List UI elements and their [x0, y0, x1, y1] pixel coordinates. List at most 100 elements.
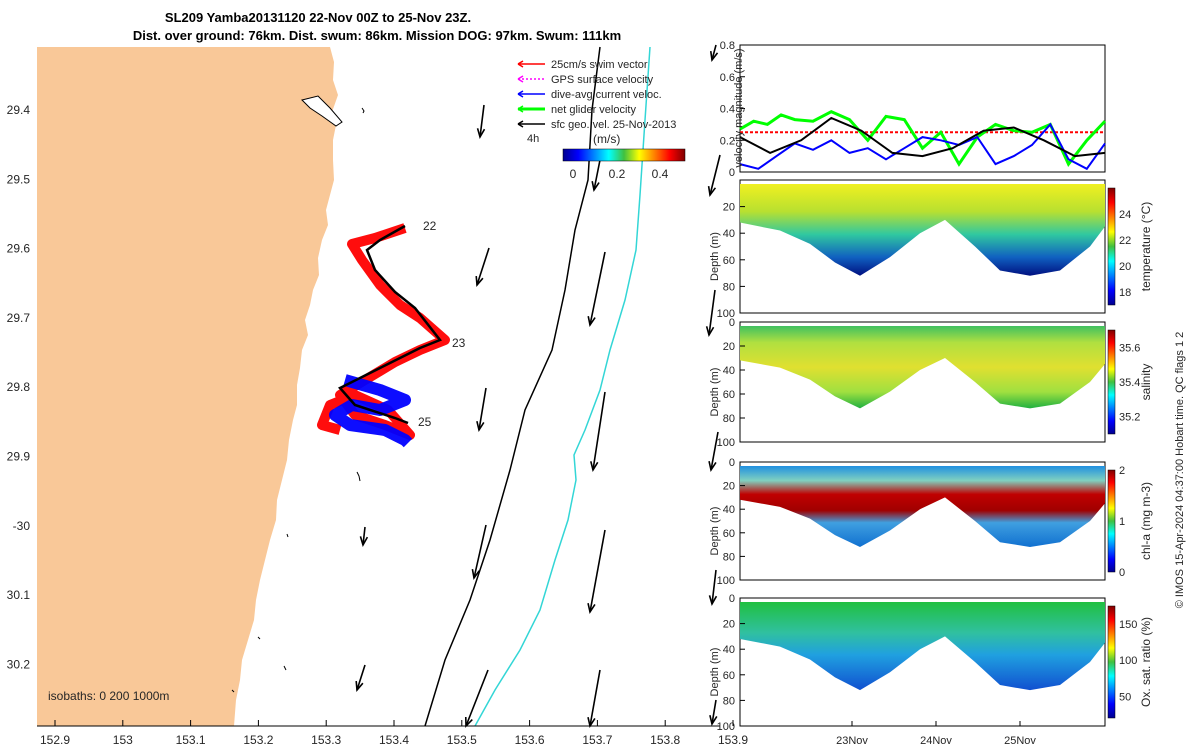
map-y-tick-label: 30.1	[7, 588, 31, 602]
velocity-series-line	[739, 122, 1106, 171]
colorbar-label: salinity	[1139, 364, 1153, 401]
map-y-tick-label: -30	[13, 519, 31, 533]
geostrophic-arrowhead	[359, 536, 369, 548]
section-y-tick-label: 60	[723, 528, 735, 540]
map-y-tick-label: 29.8	[7, 380, 31, 394]
section-y-tick-label: 100	[717, 575, 735, 587]
colorbar-tick-label: 1	[1119, 516, 1125, 528]
section-field	[740, 602, 1105, 691]
geostrophic-arrow	[592, 391, 606, 471]
title-line-1: SL209 Yamba20131120 22-Nov 00Z to 25-Nov…	[165, 10, 471, 25]
geostrophic-arrowhead	[475, 275, 484, 287]
title-line-2: Dist. over ground: 76km. Dist. swum: 86k…	[133, 28, 621, 43]
geostrophic-arrow	[362, 526, 366, 546]
map-x-tick-label: 153.9	[718, 733, 748, 747]
island-outline	[286, 533, 289, 538]
colorbar-label: chl-a (mg m-3)	[1139, 482, 1153, 560]
geostrophic-arrowhead	[476, 128, 486, 140]
geostrophic-arrow	[479, 104, 485, 138]
geostrophic-arrowhead	[355, 680, 364, 692]
geostrophic-arrowhead	[708, 595, 718, 607]
geostrophic-arrow	[465, 669, 489, 727]
section-y-tick-label: 0	[729, 457, 735, 469]
legend-label: GPS surface velocity	[551, 74, 654, 86]
colorbar-tick-label: 18	[1119, 287, 1131, 299]
current-vector-band	[329, 374, 413, 448]
colorbar-tick-label: 35.2	[1119, 412, 1140, 424]
section-y-tick-label: 100	[717, 308, 735, 320]
track-line	[337, 224, 443, 425]
section-y-tick-label: 100	[717, 437, 735, 449]
colorbar-label: temperature (°C)	[1139, 202, 1153, 292]
section-y-tick-label: 20	[723, 202, 735, 214]
velocity-panel: 0 0.2 0.4 0.6 0.8 velocity magnitude (m/s)	[720, 40, 1107, 179]
speed-colorbar	[562, 148, 686, 162]
island-outline	[361, 107, 365, 114]
isobath-200m	[424, 46, 601, 727]
velocity-ylabel: velocity magnitude (m/s)	[733, 48, 745, 167]
geostrophic-arrow	[593, 159, 601, 191]
velocity-y-tick-label: 0.4	[720, 104, 735, 116]
colorbar-tick-label: 150	[1119, 619, 1137, 631]
geostrophic-arrowhead	[591, 181, 600, 193]
section-y-tick-label: 60	[723, 389, 735, 401]
geostrophic-arrow	[710, 431, 719, 471]
legend-label: sfc geo. vel. 25-Nov-2013	[551, 119, 676, 131]
geostrophic-arrowhead	[590, 461, 599, 473]
section-ylabel: Depth (m)	[709, 232, 721, 281]
map-x-tick-label: 153.3	[311, 733, 341, 747]
section-y-tick-label: 60	[723, 670, 735, 682]
geostrophic-arrow	[708, 289, 716, 336]
map-y-tick-label: 29.7	[7, 311, 31, 325]
colorbar-tick: 0.2	[609, 167, 626, 181]
velocity-series-line	[739, 110, 1107, 167]
day-label-23: 23	[452, 336, 466, 350]
section-y-tick-label: 0	[729, 593, 735, 605]
velocity-y-tick-label: 0.2	[720, 135, 735, 147]
colorbar-tick-label: 2	[1119, 465, 1125, 477]
colorbar-tick-label: 35.6	[1119, 342, 1140, 354]
isobath-1000m	[474, 46, 651, 727]
island-outline	[257, 636, 261, 640]
geostrophic-arrow	[711, 569, 717, 605]
legend-arrowhead	[517, 60, 524, 68]
section-colorbar	[1107, 469, 1116, 573]
section-colorbar	[1107, 187, 1116, 306]
map-x-tick-label: 153.6	[515, 733, 545, 747]
map-x-tick-label: 153.4	[379, 733, 409, 747]
map-x-tick-label: 153.2	[243, 733, 273, 747]
map-x-tick-label: 153.7	[582, 733, 612, 747]
map-x-ticks: 152.9 153 153.1 153.2 153.3 153.4 153.5 153.6 15…	[40, 720, 748, 747]
section-field	[740, 466, 1105, 547]
map-x-tick-label: 153.8	[650, 733, 680, 747]
section-y-tick-label: 60	[723, 255, 735, 267]
geostrophic-arrow	[478, 387, 487, 431]
section-y-tick-label: 20	[723, 481, 735, 493]
section-y-tick-label: 80	[723, 281, 735, 293]
legend-label: net glider velocity	[551, 104, 636, 116]
legend-arrowhead	[517, 90, 524, 98]
map-y-tick-label: 29.9	[7, 450, 31, 464]
section-y-tick-label: 100	[717, 721, 735, 733]
legend-arrowhead	[517, 105, 524, 113]
map-x-tick-label: 152.9	[40, 733, 70, 747]
geostrophic-arrow	[476, 247, 490, 286]
map-y-tick-label: 29.5	[7, 172, 31, 186]
island-outline	[231, 689, 235, 693]
section-y-tick-label: 80	[723, 551, 735, 563]
isobath-label: isobaths: 0 200 1000m	[48, 689, 169, 703]
geostrophic-arrow	[589, 669, 601, 727]
geostrophic-arrowhead	[705, 326, 715, 338]
credit-text: © IMOS 15-Apr-2024 04:37:00 Hobart time.…	[1174, 332, 1186, 609]
velocity-y-tick-label: 0.6	[720, 72, 735, 84]
colorbar-tick-label: 50	[1119, 691, 1131, 703]
colorbar-tick: 0.4	[652, 167, 669, 181]
island-outline	[283, 665, 287, 671]
geostrophic-arrow	[589, 529, 606, 613]
map-y-tick-label: 29.4	[7, 103, 31, 117]
geostrophic-arrow	[473, 524, 487, 579]
colorbar-tick: 0	[570, 167, 577, 181]
section-y-tick-label: 40	[723, 228, 735, 240]
section-y-tick-label: 80	[723, 413, 735, 425]
